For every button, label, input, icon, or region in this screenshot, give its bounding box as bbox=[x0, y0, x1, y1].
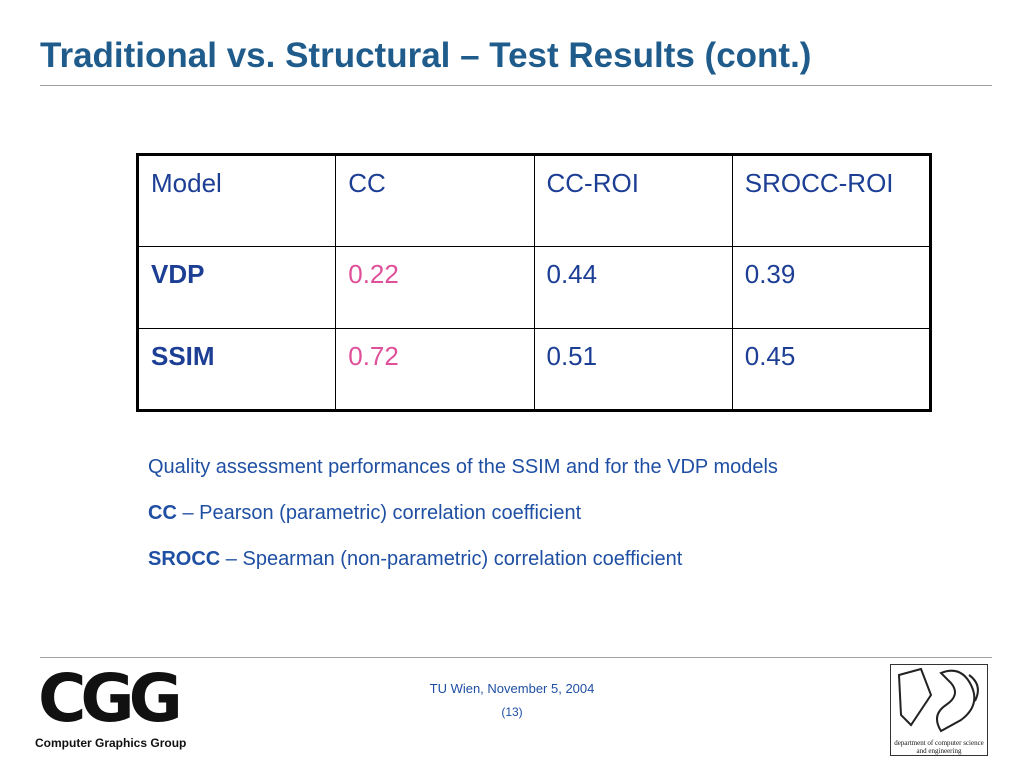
notes: Quality assessment performances of the S… bbox=[148, 452, 888, 590]
header-cell: CC bbox=[335, 154, 535, 247]
term: CC bbox=[148, 502, 177, 524]
department-emblem bbox=[897, 667, 979, 733]
model-cell: VDP bbox=[136, 246, 337, 329]
definition-text: – Pearson (parametric) correlation coeff… bbox=[182, 502, 582, 524]
department-logo bbox=[890, 664, 988, 756]
definition-text: – Spearman (non-parametric) correlation … bbox=[225, 548, 683, 570]
value-cell: 0.51 bbox=[533, 328, 733, 411]
header-cell: CC-ROI bbox=[533, 154, 733, 247]
header-row: Model CC CC-ROI SROCC-ROI bbox=[136, 154, 932, 247]
slide-title: Traditional vs. Structural – Test Result… bbox=[40, 36, 812, 75]
caption: Quality assessment performances of the S… bbox=[148, 456, 778, 478]
data-row: SSIM 0.72 0.51 0.45 bbox=[136, 328, 932, 411]
results-table: Model CC CC-ROI SROCC-ROI VDP 0.22 0.44 … bbox=[136, 153, 932, 412]
definition: CC – Pearson (parametric) correlation co… bbox=[148, 498, 888, 528]
footer-rule bbox=[40, 657, 992, 658]
value-cell: 0.39 bbox=[731, 246, 932, 329]
page-number: (13) bbox=[501, 705, 523, 719]
department-name: department of computer science and engin… bbox=[894, 739, 984, 755]
value-cell: 0.44 bbox=[533, 246, 733, 329]
header-cell: SROCC-ROI bbox=[731, 154, 932, 247]
term: SROCC bbox=[148, 548, 221, 570]
value-cell: 0.22 bbox=[335, 246, 535, 329]
group-name: Computer Graphics Group bbox=[35, 736, 187, 750]
footer-date: TU Wien, November 5, 2004 bbox=[429, 681, 595, 696]
model-cell: SSIM bbox=[136, 328, 337, 411]
header-cell: Model bbox=[136, 154, 337, 247]
emblem-lines bbox=[897, 667, 979, 733]
value-cell: 0.45 bbox=[731, 328, 932, 411]
value-cell: 0.72 bbox=[335, 328, 535, 411]
logo: CGG bbox=[38, 660, 183, 737]
title-rule bbox=[40, 85, 992, 86]
definition: SROCC – Spearman (non-parametric) correl… bbox=[148, 544, 888, 574]
data-row: VDP 0.22 0.44 0.39 bbox=[136, 246, 932, 329]
